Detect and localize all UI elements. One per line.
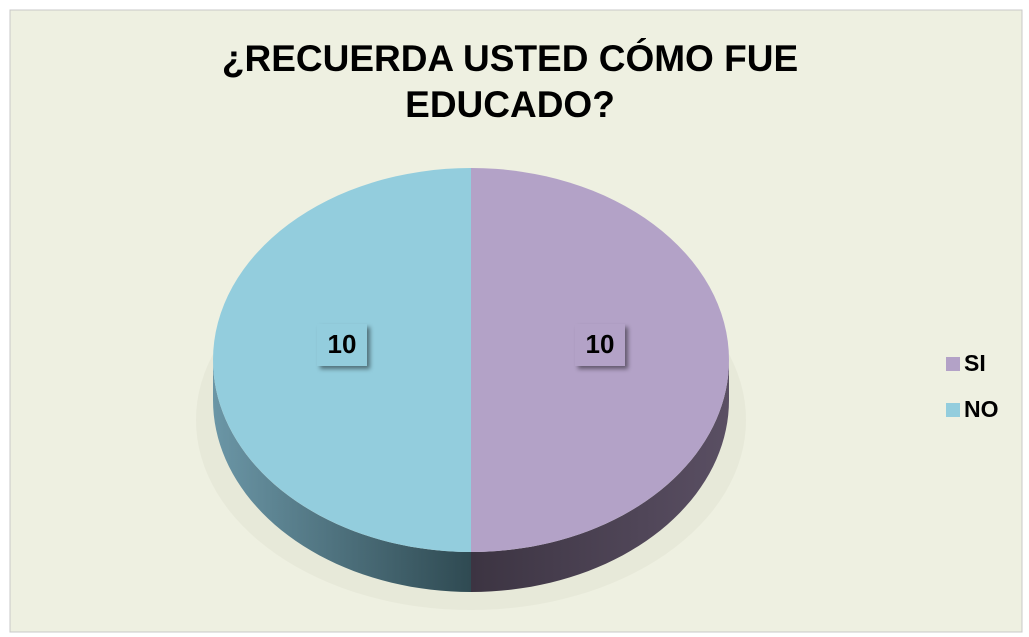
legend-label: SI bbox=[964, 350, 986, 376]
legend-swatch bbox=[946, 403, 960, 417]
data-label: 10 bbox=[328, 329, 357, 359]
pie-side bbox=[213, 360, 471, 592]
chart-title: ¿RECUERDA USTED CÓMO FUE EDUCADO? bbox=[221, 38, 799, 125]
legend-swatch bbox=[946, 357, 960, 371]
data-label: 10 bbox=[586, 329, 615, 359]
legend-label: NO bbox=[964, 396, 999, 422]
data-label-box bbox=[317, 324, 367, 366]
data-label-box bbox=[575, 324, 625, 366]
pie-side bbox=[471, 360, 729, 592]
